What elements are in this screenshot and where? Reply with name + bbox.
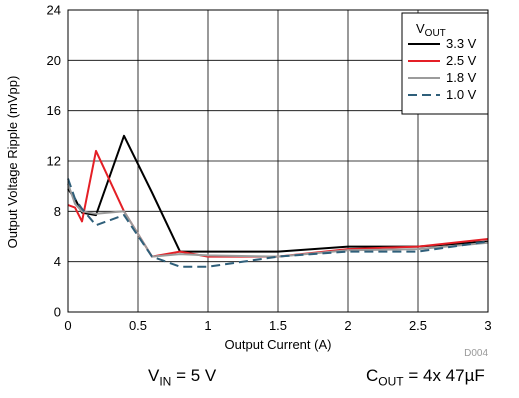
legend: VOUT 3.3 V 2.5 V 1.8 V 1.0 V — [401, 12, 489, 115]
y-tick-label: 0 — [54, 305, 61, 320]
y-tick-label: 16 — [47, 103, 61, 118]
x-tick-label: 0 — [64, 318, 71, 333]
plot-frame — [67, 9, 489, 313]
series-line-2-5-V — [67, 149, 489, 258]
series-lines — [67, 134, 489, 268]
x-tick-label: 1 — [204, 318, 211, 333]
legend-label-2-5-V: 2.5 V — [446, 53, 477, 68]
figure-id: D004 — [464, 348, 488, 359]
y-tick-label: 20 — [47, 53, 61, 68]
series-line-1-0-V — [67, 178, 489, 268]
legend-box — [401, 12, 489, 115]
y-tick-labels: 0 4 8 12 16 20 24 — [47, 3, 61, 320]
legend-items: 3.3 V 2.5 V 1.8 V 1.0 V — [408, 36, 477, 102]
cout-condition: COUT = 4x 47µF — [366, 366, 485, 389]
x-tick-label: 3 — [484, 318, 491, 333]
y-axis-title: Output Voltage Ripple (mVpp) — [5, 76, 20, 249]
series-line-1-8-V — [67, 183, 489, 258]
x-tick-label: 2.5 — [409, 318, 427, 333]
x-tick-label: 1.5 — [269, 318, 287, 333]
x-tick-label: 0.5 — [129, 318, 147, 333]
legend-label-1-8-V: 1.8 V — [446, 70, 477, 85]
x-axis-title: Output Current (A) — [225, 337, 332, 352]
legend-label-1-0-V: 1.0 V — [446, 87, 477, 102]
y-tick-label: 12 — [47, 154, 61, 169]
vin-condition: VIN = 5 V — [148, 366, 217, 389]
legend-label-3-3-V: 3.3 V — [446, 36, 477, 51]
y-tick-label: 24 — [47, 3, 61, 18]
ripple-chart: 0 0.5 1 1.5 2 2.5 3 0 4 8 12 16 20 24 Output Current… — [5, 3, 492, 360]
x-tick-label: 2 — [344, 318, 351, 333]
y-tick-label: 8 — [54, 204, 61, 219]
legend-title: VOUT — [416, 21, 446, 39]
y-tick-label: 4 — [54, 254, 61, 269]
x-tick-labels: 0 0.5 1 1.5 2 2.5 3 — [64, 318, 491, 333]
